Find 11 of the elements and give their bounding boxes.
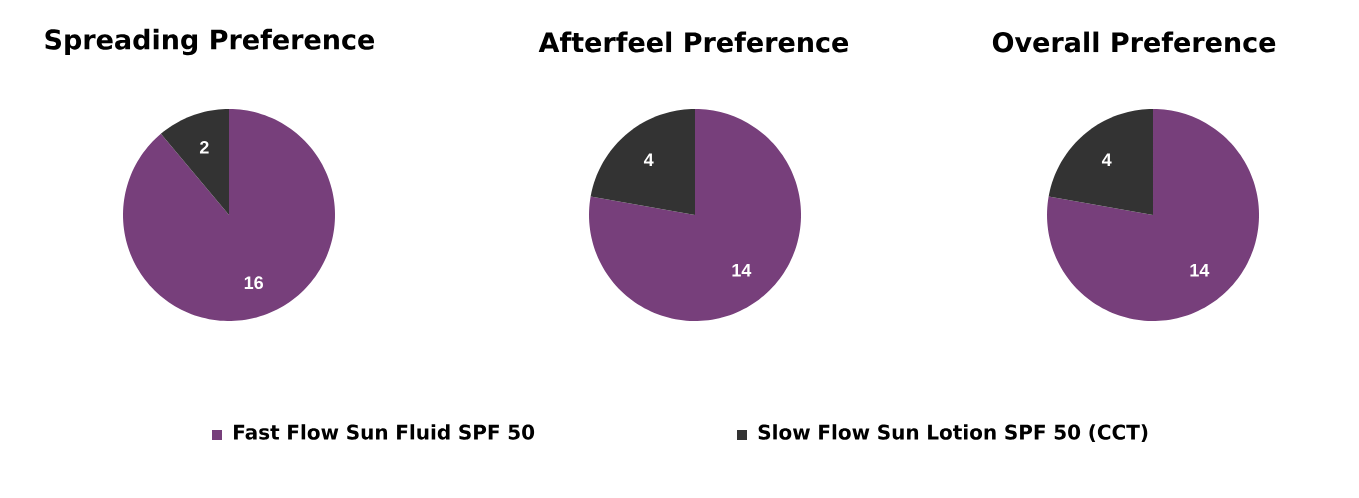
data-label: 14 [1190,264,1210,277]
data-label: 4 [1101,153,1112,166]
legend-label: Slow Flow Sun Lotion SPF 50 (CCT) [758,424,1148,443]
data-label: 16 [244,276,264,290]
chart-title: Overall Preference [992,31,1276,53]
legend-label: Fast Flow Sun Fluid SPF 50 [234,424,535,440]
data-label: 4 [643,153,654,166]
chart-title: Afterfeel Preference [538,31,849,53]
chart-title: Spreading Preference [45,28,375,56]
data-label: 2 [199,140,209,154]
data-label: 14 [732,264,752,277]
